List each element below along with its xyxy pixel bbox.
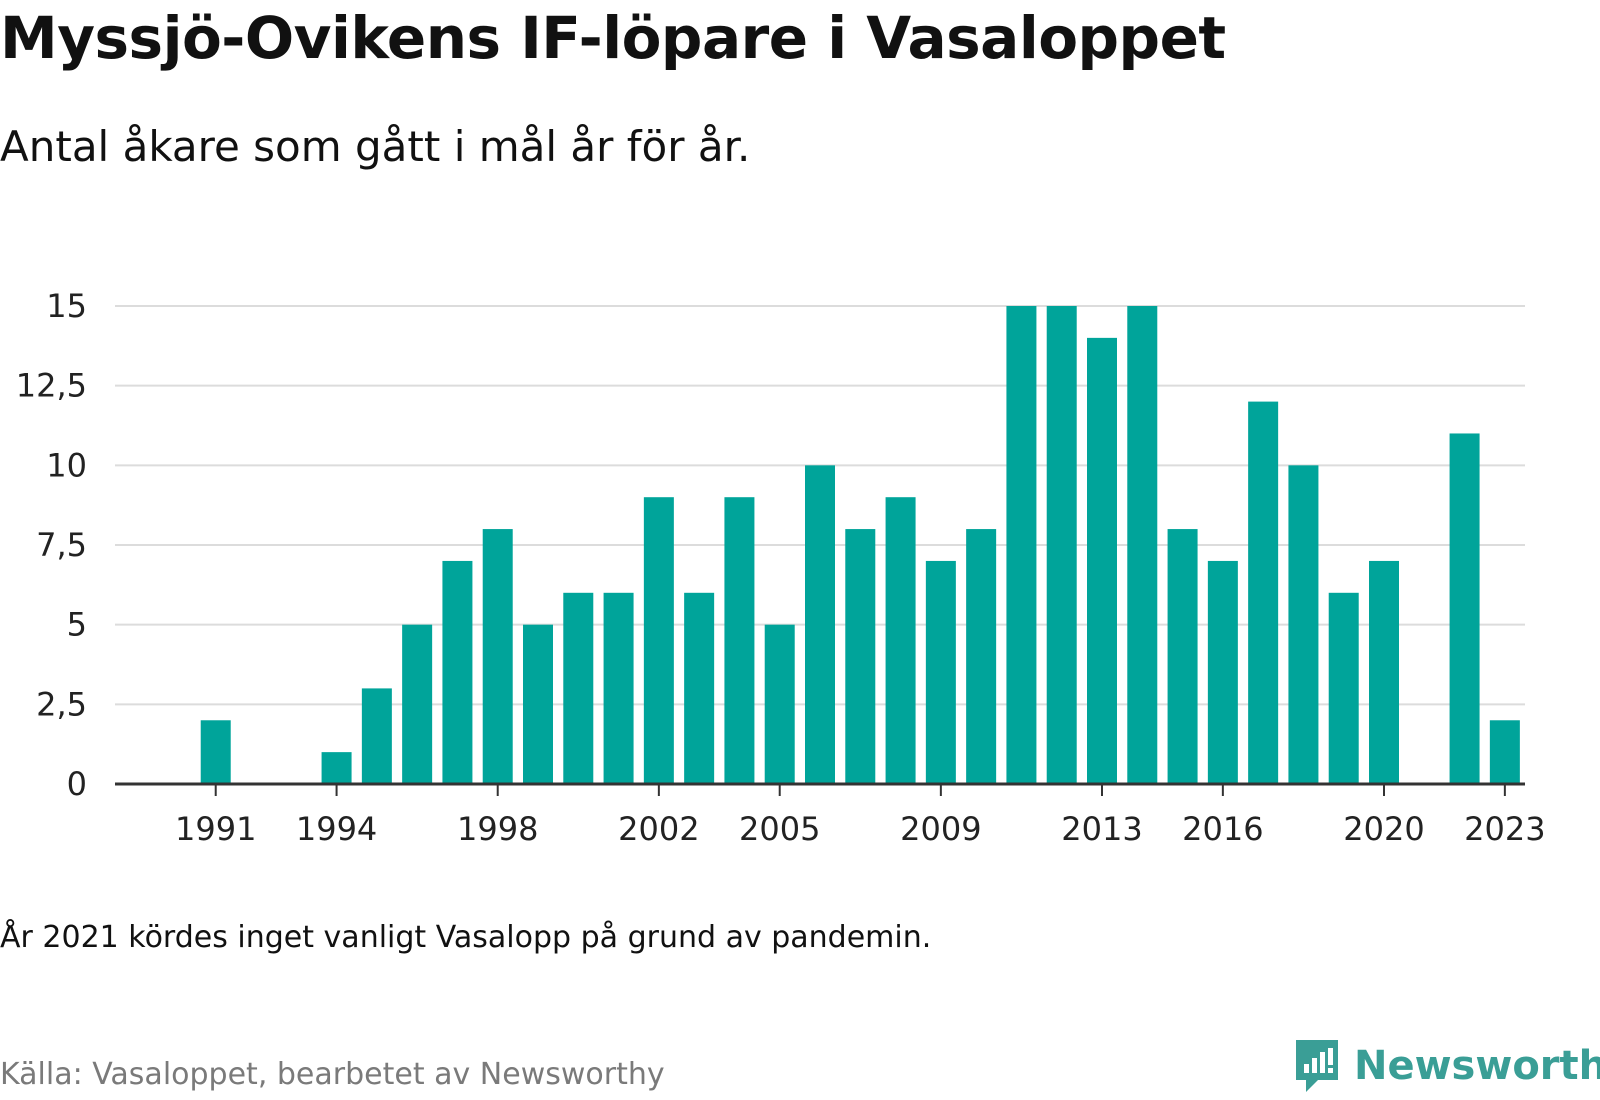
bar-2006 [805,465,835,784]
brand-name: Newsworthy [1354,1043,1600,1089]
bar-2023 [1489,720,1520,784]
x-axis-ticks: 1991 1994 1998 2002 2005 2009 2013 2016 2020 2023 [115,782,1546,848]
bars [200,306,1520,784]
bar-2018 [1288,465,1319,784]
bar-1996 [402,624,433,784]
brand-logo: Newsworthy [1292,1036,1600,1096]
bar-2011 [1006,306,1037,784]
chart-subtitle: Antal åkare som gått i mål år för år. [0,122,751,171]
x-tick-label: 2005 [739,810,820,848]
bar-2017 [1248,401,1279,784]
x-tick-label: 1998 [457,810,538,848]
bar-chart: 0 2,5 5 7,5 10 12,5 15 1991 1994 1998 2002 2005 200… [16,287,1546,848]
bar-1994 [321,752,352,784]
bar-2003 [684,592,715,784]
bar-2002 [643,497,674,784]
x-tick-label: 2016 [1182,810,1263,848]
bar-2016 [1207,560,1238,784]
y-tick-label: 0 [67,765,87,803]
bar-2007 [845,529,876,784]
bar-2020 [1369,560,1399,784]
bar-2013 [1087,337,1117,784]
bar-2019 [1328,592,1359,784]
x-tick-label: 2009 [900,810,981,848]
bar-2000 [563,592,594,784]
bar-2004 [724,497,755,784]
chart-title: Myssjö-Ovikens IF-löpare i Vasaloppet [0,4,1226,72]
x-tick-label: 2020 [1343,810,1424,848]
footnote: År 2021 kördes inget vanligt Vasalopp på… [0,920,932,955]
bar-2009 [925,560,956,784]
y-tick-label: 2,5 [36,685,87,723]
y-axis-ticks: 0 2,5 5 7,5 10 12,5 15 [16,287,87,803]
bar-1991 [200,720,231,784]
y-tick-label: 12,5 [16,367,87,405]
bar-2010 [966,529,997,784]
x-tick-label: 2023 [1464,810,1545,848]
bar-2008 [885,497,916,784]
y-tick-label: 7,5 [36,526,87,564]
source-credit: Källa: Vasaloppet, bearbetet av Newswort… [0,1057,665,1092]
bar-2015 [1167,529,1198,784]
x-tick-label: 1994 [296,810,377,848]
bar-2012 [1046,306,1077,784]
bar-2014 [1127,306,1158,784]
bar-1998 [482,529,513,784]
x-tick-label: 1991 [175,810,256,848]
bar-2022 [1449,433,1480,784]
bar-2005 [764,624,795,784]
y-tick-label: 15 [46,287,87,325]
x-tick-label: 2002 [618,810,699,848]
x-tick-label: 2013 [1061,810,1142,848]
newsworthy-logo-icon [1296,1040,1338,1092]
bar-1995 [361,688,392,784]
y-tick-label: 5 [67,606,87,644]
y-tick-label: 10 [46,446,87,484]
bar-1997 [442,560,473,784]
bar-2001 [603,592,634,784]
bar-1999 [523,624,553,784]
